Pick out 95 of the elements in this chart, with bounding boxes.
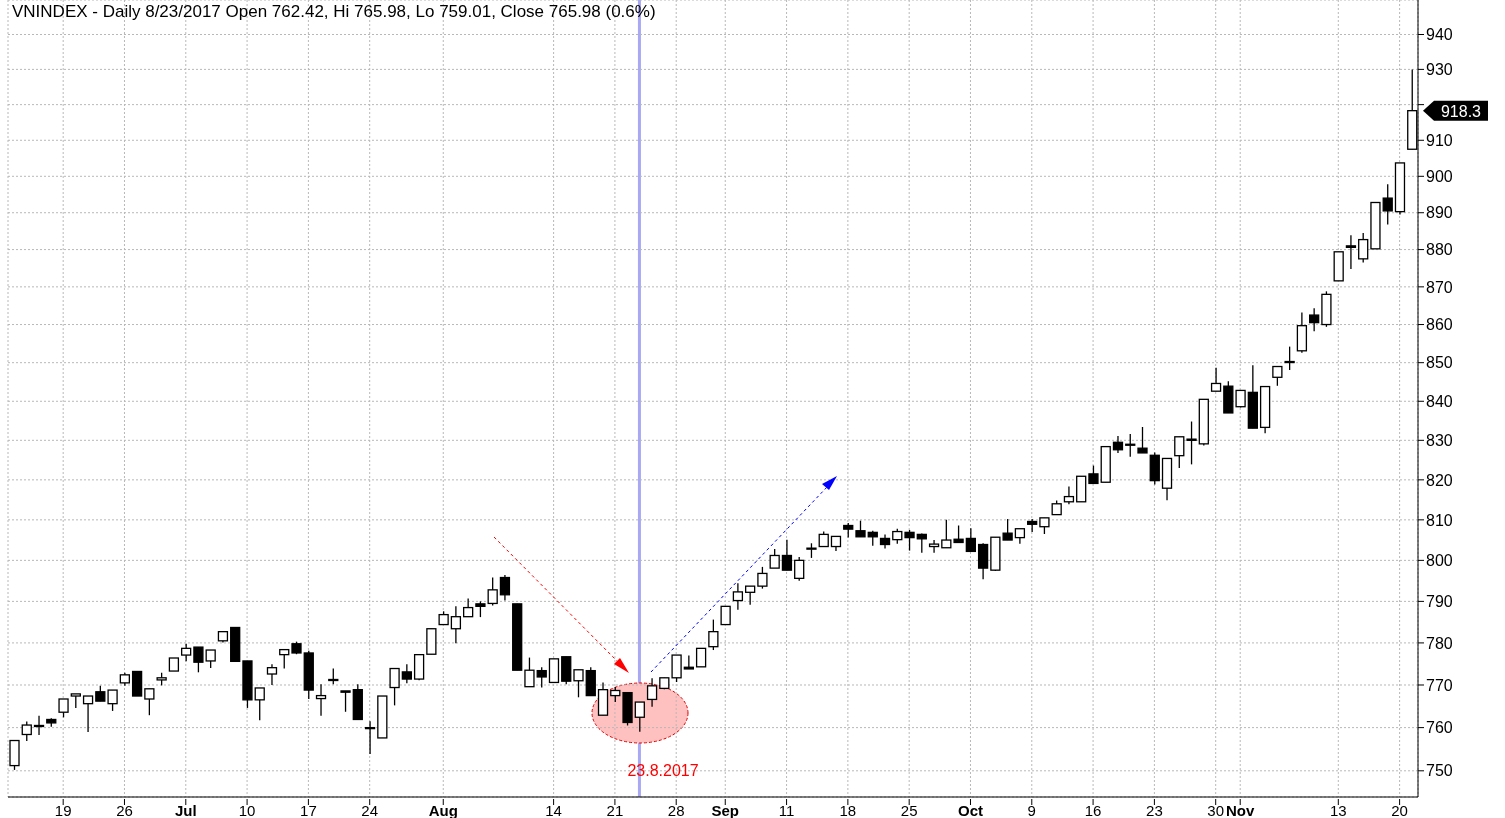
- x-tick-label: 9: [1027, 802, 1036, 818]
- candlestick: [573, 669, 584, 698]
- y-tick-label: 780: [1426, 634, 1453, 652]
- candlestick: [144, 688, 155, 716]
- candlestick: [58, 698, 69, 718]
- candlestick: [1210, 367, 1222, 392]
- y-tick-label: 940: [1426, 26, 1453, 44]
- x-tick-label: 14: [545, 802, 562, 818]
- candlestick: [769, 548, 780, 569]
- x-tick-label: 26: [116, 802, 133, 818]
- y-tick-label: 770: [1426, 676, 1453, 694]
- candlestick: [1174, 436, 1185, 469]
- candlestick: [266, 663, 278, 686]
- candlestick: [524, 656, 535, 688]
- candlestick: [463, 597, 474, 618]
- x-tick-label: Oct: [957, 802, 983, 818]
- y-tick-label: 900: [1426, 167, 1453, 185]
- x-tick-label: Jul: [174, 802, 197, 818]
- candlestick: [205, 649, 216, 669]
- candlestick: [548, 658, 560, 684]
- y-tick-label: 890: [1426, 204, 1453, 222]
- candlestick: [107, 689, 118, 712]
- x-tick-label: 20: [1391, 802, 1408, 818]
- x-tick-label: 19: [54, 802, 72, 818]
- y-tick-label: 790: [1426, 593, 1453, 611]
- y-tick-label: 860: [1426, 316, 1453, 334]
- candlestick: [450, 605, 462, 644]
- candlestick: [389, 667, 400, 707]
- candlestick: [757, 566, 768, 590]
- candlestick: [708, 618, 719, 651]
- y-tick-label: 910: [1426, 131, 1453, 149]
- candlestick: [279, 648, 290, 670]
- candlestick: [1358, 232, 1369, 264]
- candlestick: [340, 690, 351, 713]
- x-tick-label: 16: [1084, 802, 1102, 818]
- candlestick: [193, 646, 204, 673]
- candlestick: [745, 585, 756, 606]
- y-tick-label: 870: [1426, 278, 1453, 296]
- candlestick: [941, 519, 952, 549]
- x-tick-label: 11: [778, 802, 795, 818]
- candlestick: [33, 714, 45, 736]
- x-tick-label: 30: [1207, 802, 1225, 818]
- chart-title: VNINDEX - Daily 8/23/2017 Open 762.42, Hi 765.98, Lo 759.01, Close 765.98 (0.6%): [12, 2, 656, 22]
- candlestick: [634, 701, 645, 733]
- y-tick-label: 840: [1426, 392, 1453, 410]
- candlestick: [499, 574, 511, 602]
- annotation: 23.8.2017: [627, 762, 699, 779]
- candlestick: [487, 576, 498, 607]
- candlestick: [1382, 183, 1393, 226]
- x-tick-label: 23: [1146, 802, 1163, 818]
- candlestick: [1284, 345, 1295, 371]
- x-tick-label: 21: [606, 802, 624, 818]
- candlestick: [401, 663, 412, 684]
- candlestick: [1309, 307, 1320, 333]
- x-tick-label: 17: [300, 802, 317, 818]
- candlestick: [1345, 234, 1357, 270]
- candlestick: [1137, 426, 1148, 454]
- text: 918.3: [1440, 102, 1482, 120]
- candlestick: [254, 687, 265, 721]
- candlestick: [315, 683, 327, 717]
- candlestick: [1186, 420, 1197, 466]
- candlestick: [928, 539, 940, 554]
- candlestick: [977, 542, 989, 580]
- candlestick: [965, 527, 976, 553]
- y-tick-label: 830: [1426, 432, 1453, 449]
- y-tick-label: 750: [1426, 762, 1453, 780]
- x-tick-label: 18: [839, 802, 857, 818]
- y-tick-label: 930: [1426, 61, 1453, 79]
- candlestick: [21, 720, 32, 742]
- candlestick: [82, 695, 94, 733]
- x-tick-label: 10: [238, 802, 256, 818]
- candlestick: [671, 654, 682, 683]
- candlestick: [794, 556, 805, 582]
- y-tick-label: 810: [1426, 511, 1453, 529]
- y-tick-label: 880: [1426, 241, 1453, 259]
- x-tick-label: 28: [667, 802, 685, 818]
- candlestick: [646, 677, 658, 708]
- candlestick: [781, 538, 793, 571]
- y-tick-label: 760: [1426, 719, 1453, 737]
- candlestick: [536, 666, 547, 689]
- candlestick: [1125, 433, 1136, 458]
- candlestick: [364, 720, 376, 755]
- y-tick-label: 850: [1426, 354, 1453, 372]
- candlestick: [720, 605, 731, 626]
- candlestick: [1272, 365, 1283, 387]
- x-tick-label: 25: [900, 802, 918, 818]
- candlestick: [1063, 485, 1075, 505]
- candlestick: [732, 582, 744, 611]
- x-tick-label: 13: [1329, 802, 1347, 818]
- y-tick-label: 820: [1426, 471, 1453, 489]
- y-tick-label: 800: [1426, 552, 1453, 570]
- candlestick: [695, 647, 707, 668]
- x-tick-label: 24: [361, 802, 379, 818]
- x-tick-label: Nov: [1226, 802, 1256, 818]
- candlestick: [904, 529, 915, 552]
